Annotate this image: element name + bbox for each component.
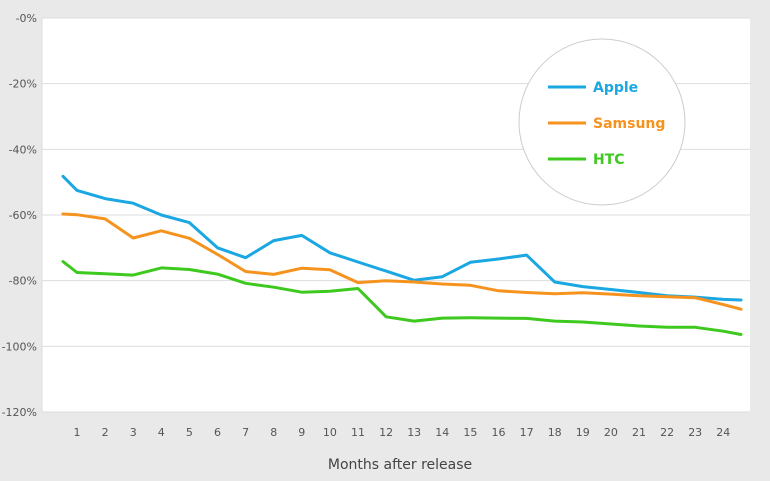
x-tick-label: 5 xyxy=(186,426,193,439)
legend-label-htc: HTC xyxy=(593,152,625,168)
x-tick-label: 21 xyxy=(632,426,646,439)
x-tick-label: 8 xyxy=(270,426,277,439)
y-tick-label: -0% xyxy=(16,12,37,25)
x-tick-label: 16 xyxy=(492,426,506,439)
y-tick-label: -60% xyxy=(9,209,37,222)
x-tick-label: 23 xyxy=(688,426,702,439)
x-tick-label: 9 xyxy=(298,426,305,439)
x-tick-label: 19 xyxy=(576,426,590,439)
x-tick-label: 18 xyxy=(548,426,562,439)
x-tick-label: 24 xyxy=(716,426,730,439)
series-lines xyxy=(61,174,743,336)
x-tick-label: 22 xyxy=(660,426,674,439)
y-tick-label: -120% xyxy=(2,406,37,419)
y-tick-label: -40% xyxy=(9,143,37,156)
y-axis-ticks: -0% -20% -40% -60% -80% -100% -120% xyxy=(2,12,37,419)
series-line-apple xyxy=(61,174,743,302)
y-tick-label: -20% xyxy=(9,78,37,91)
legend-label-apple: Apple xyxy=(593,80,638,96)
legend: Apple Samsung HTC xyxy=(518,38,686,206)
y-tick-label: -80% xyxy=(9,275,37,288)
x-tick-label: 10 xyxy=(323,426,337,439)
x-tick-label: 12 xyxy=(379,426,393,439)
x-tick-label: 14 xyxy=(435,426,449,439)
x-tick-label: 20 xyxy=(604,426,618,439)
x-axis-title: Months after release xyxy=(328,457,472,473)
x-axis-ticks: 1 2 3 4 5 6 7 8 9 10 11 12 13 14 15 16 17 18 19 20 21 22 23 24 xyxy=(74,426,731,439)
x-tick-label: 7 xyxy=(242,426,249,439)
series-line-samsung xyxy=(61,212,743,311)
x-tick-label: 4 xyxy=(158,426,165,439)
x-tick-label: 2 xyxy=(102,426,109,439)
legend-label-samsung: Samsung xyxy=(593,116,665,132)
x-tick-label: 13 xyxy=(407,426,421,439)
x-tick-label: 17 xyxy=(520,426,534,439)
x-tick-label: 1 xyxy=(74,426,81,439)
series-line-htc xyxy=(61,260,743,336)
x-tick-label: 15 xyxy=(463,426,477,439)
x-tick-label: 3 xyxy=(130,426,137,439)
x-tick-label: 11 xyxy=(351,426,365,439)
x-tick-label: 6 xyxy=(214,426,221,439)
y-tick-label: -100% xyxy=(2,340,37,353)
legend-circle xyxy=(518,38,686,206)
